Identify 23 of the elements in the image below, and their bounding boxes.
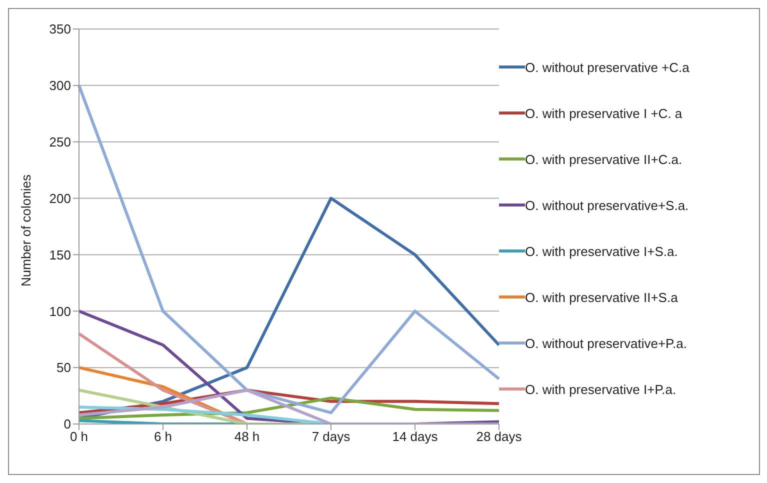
legend-label: O. with preservative I +C. a	[525, 104, 682, 123]
y-axis-title: Number of colonies	[18, 174, 34, 286]
y-tick-label: 300	[49, 78, 71, 94]
y-tick-label: 200	[49, 190, 71, 206]
y-tick-label: 50	[56, 360, 71, 376]
y-tick-label: 150	[49, 247, 71, 262]
x-tick-label: 48 h	[234, 429, 260, 444]
y-tick-label: 250	[49, 134, 71, 150]
legend-label: O. without preservative+S.a.	[525, 196, 689, 215]
x-tick-label: 28 days	[476, 429, 522, 444]
x-tick-label: 6 h	[154, 429, 172, 444]
x-tick-label: 7 days	[312, 429, 351, 444]
legend-label: O. without preservative+P.a.	[525, 334, 687, 353]
y-tick-label: 0	[64, 416, 71, 432]
legend-label: O. with preservative I+S.a.	[525, 242, 678, 261]
legend-label: O. with preservative II+C.a.	[525, 150, 682, 169]
y-tick-label: 100	[49, 304, 71, 319]
x-tick-label: 14 days	[392, 429, 438, 444]
x-tick-label: 0 h	[70, 429, 88, 444]
legend-label: O. with preservative II+S.a	[525, 288, 678, 307]
legend-label: O. without preservative +C.a	[525, 58, 690, 77]
legend-label: O. with preservative I+P.a.	[525, 380, 676, 399]
y-tick-label: 350	[49, 22, 71, 37]
